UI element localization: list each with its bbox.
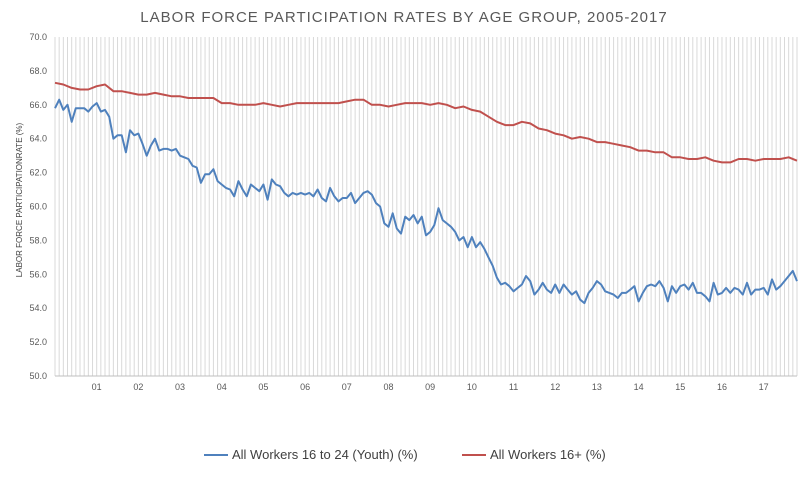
x-tick-label: 08 <box>383 382 393 392</box>
x-tick-label: 01 <box>92 382 102 392</box>
x-tick-label: 11 <box>509 382 518 392</box>
x-tick-label: 07 <box>342 382 352 392</box>
x-tick-label: 12 <box>550 382 560 392</box>
y-tick-label: 68.0 <box>29 66 47 76</box>
x-tick-label: 13 <box>592 382 602 392</box>
x-tick-label: 03 <box>175 382 185 392</box>
y-tick-label: 52.0 <box>29 337 47 347</box>
series-line-youth <box>54 98 798 305</box>
x-tick-label: 17 <box>759 382 769 392</box>
legend-label: All Workers 16+ (%) <box>490 447 606 462</box>
x-tick-label: 14 <box>634 382 644 392</box>
y-tick-label: 56.0 <box>29 269 47 279</box>
legend: All Workers 16 to 24 (Youth) (%) All Work… <box>204 447 606 462</box>
x-tick-label: 16 <box>717 382 727 392</box>
y-tick-label: 50.0 <box>29 371 47 381</box>
x-tick-label: 15 <box>675 382 685 392</box>
series-lines <box>54 81 798 305</box>
y-tick-label: 70.0 <box>29 32 47 42</box>
y-tick-label: 64.0 <box>29 134 47 144</box>
gridlines <box>54 37 798 376</box>
x-tick-label: 04 <box>217 382 227 392</box>
y-tick-label: 58.0 <box>29 235 47 245</box>
x-tick-label: 10 <box>467 382 477 392</box>
x-axis-ticks: 01 02 03 04 05 06 07 08 09 10 11 12 13 14 15 16 17 <box>92 382 769 392</box>
x-tick-label: 05 <box>258 382 268 392</box>
x-tick-label: 06 <box>300 382 310 392</box>
x-tick-label: 09 <box>425 382 435 392</box>
x-tick-label: 02 <box>133 382 143 392</box>
chart-title: LABOR FORCE PARTICIPATION RATES BY AGE G… <box>140 9 667 26</box>
y-tick-label: 54.0 <box>29 303 47 313</box>
y-tick-label: 66.0 <box>29 100 47 110</box>
y-tick-label: 60.0 <box>29 202 47 212</box>
legend-label: All Workers 16 to 24 (Youth) (%) <box>232 447 418 462</box>
series-line-all-workers <box>54 81 798 164</box>
y-axis-ticks: 50.0 52.0 54.0 56.0 58.0 60.0 62.0 64.0 66.0 68.0… <box>29 32 47 381</box>
y-axis-label: LABOR FORCE PARTICIPATIONRATE (%) <box>15 122 24 277</box>
y-tick-label: 62.0 <box>29 168 47 178</box>
